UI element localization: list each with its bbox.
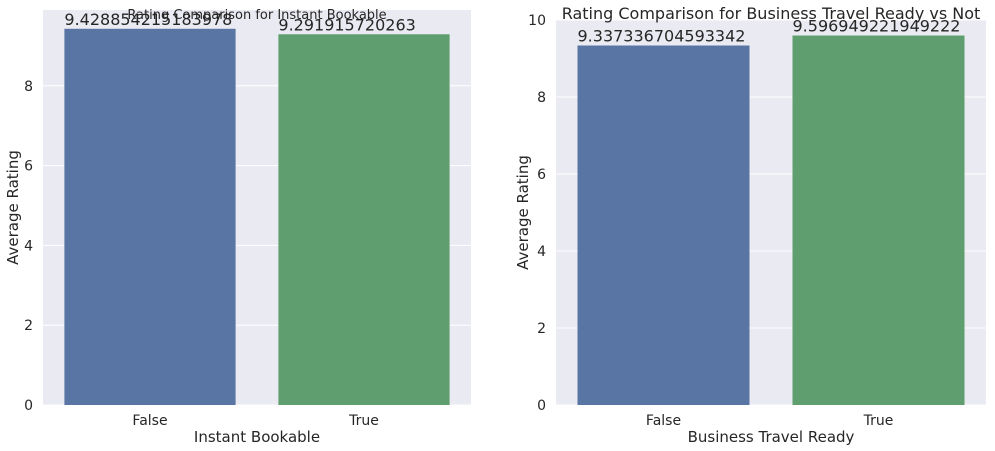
y-tick-label: 2 xyxy=(24,318,33,334)
bar xyxy=(64,28,236,405)
y-tick-label: 6 xyxy=(537,167,546,183)
chart-instant-bookable: 9.428854215183978 9.291915720263 0 2 4 6 8 Fa… xyxy=(4,8,471,446)
bar xyxy=(278,34,450,405)
y-tick-label: 8 xyxy=(24,79,33,95)
y-tick-label: 2 xyxy=(537,321,546,337)
y-tick-label: 0 xyxy=(537,398,546,414)
y-tick-label: 10 xyxy=(528,13,546,29)
bar-value-label: 9.337336704593342 xyxy=(578,27,746,46)
bar xyxy=(577,45,750,405)
chart-title: Rating Comparison for Instant Bookable xyxy=(127,8,386,23)
y-tick-label: 8 xyxy=(537,90,546,106)
chart-title: Rating Comparison for Business Travel Re… xyxy=(562,4,981,23)
x-tick-label: False xyxy=(132,413,167,429)
y-axis-label: Average Rating xyxy=(4,150,22,265)
y-axis-label: Average Rating xyxy=(514,155,532,270)
bar xyxy=(792,35,965,405)
bar-value-label: 9.596949221949222 xyxy=(793,17,961,36)
bar-value-label: 9.428854215183978 xyxy=(64,10,232,29)
x-tick-label: True xyxy=(863,413,894,429)
y-tick-label: 0 xyxy=(24,398,33,414)
y-tick-label: 4 xyxy=(537,244,546,260)
y-tick-label: 4 xyxy=(24,238,33,254)
x-tick-label: False xyxy=(646,413,681,429)
y-tick-label: 6 xyxy=(24,159,33,175)
x-tick-label: True xyxy=(348,413,379,429)
bar-value-label: 9.291915720263 xyxy=(278,15,415,34)
x-axis-label: Business Travel Ready xyxy=(688,428,855,446)
chart-business-travel-ready: 9.337336704593342 9.596949221949222 0 2 4 6 8… xyxy=(514,4,986,446)
x-axis-label: Instant Bookable xyxy=(194,428,320,446)
